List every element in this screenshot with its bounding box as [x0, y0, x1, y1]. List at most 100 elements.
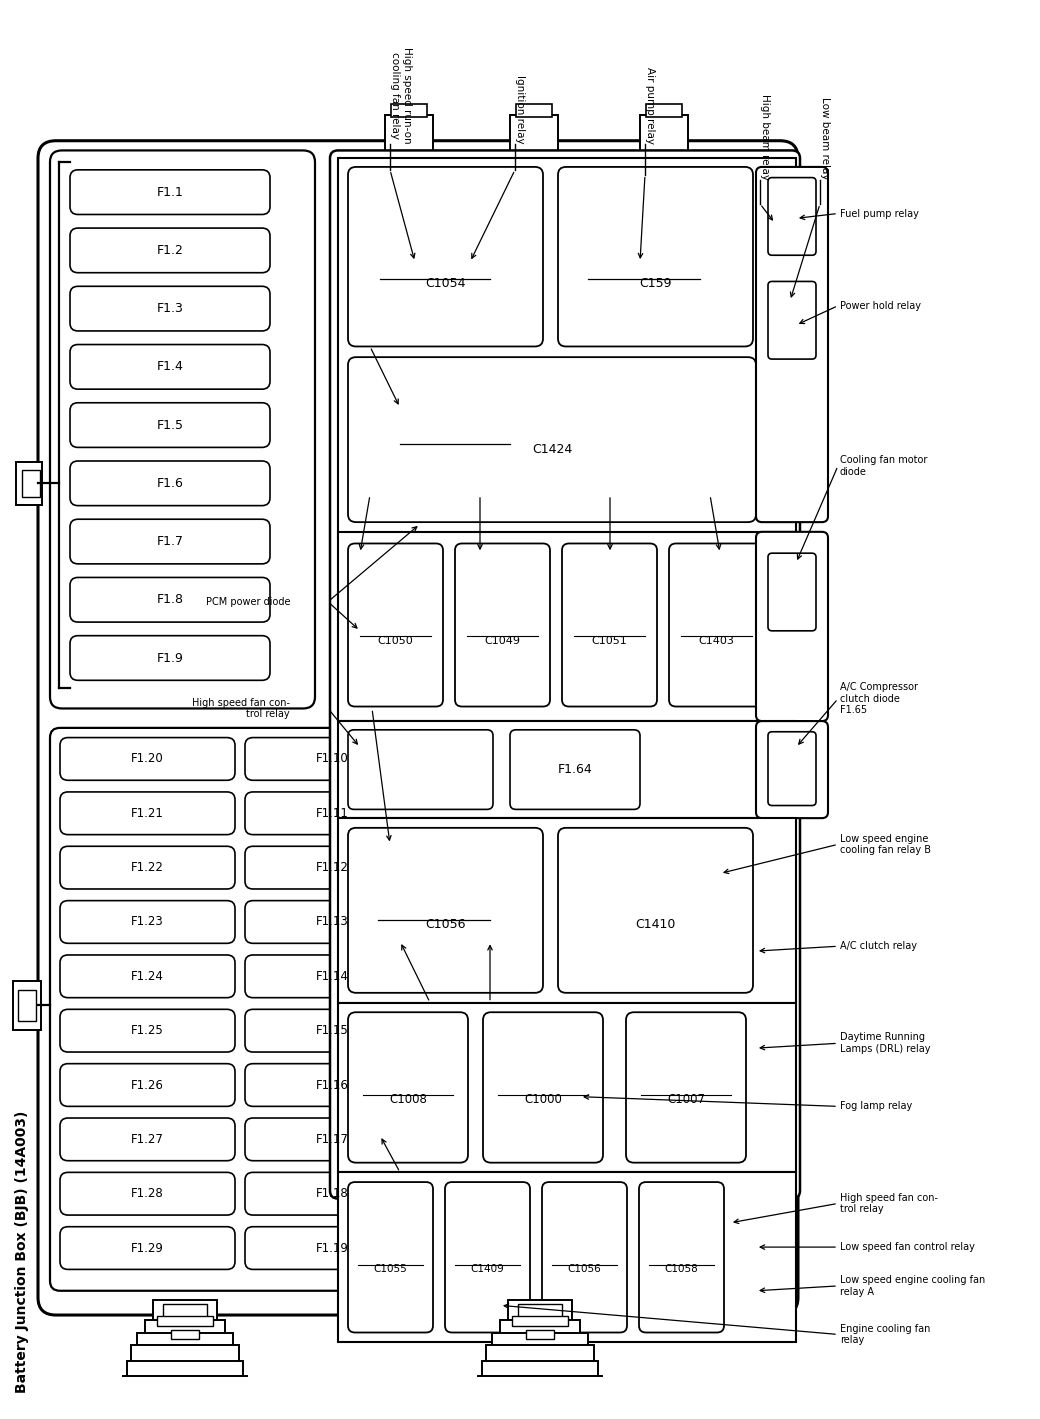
Text: Low speed engine
cooling fan relay B: Low speed engine cooling fan relay B — [840, 833, 931, 856]
FancyBboxPatch shape — [768, 177, 816, 255]
FancyBboxPatch shape — [639, 1182, 724, 1332]
Bar — [518, 1304, 562, 1318]
Text: F1.26: F1.26 — [131, 1078, 163, 1091]
Text: Low speed fan control relay: Low speed fan control relay — [840, 1242, 974, 1252]
Text: Fuel pump relay: Fuel pump relay — [840, 209, 919, 219]
FancyBboxPatch shape — [60, 1118, 235, 1161]
Text: C1051: C1051 — [591, 636, 627, 646]
FancyBboxPatch shape — [245, 1172, 420, 1215]
FancyBboxPatch shape — [756, 721, 828, 819]
FancyBboxPatch shape — [60, 1226, 235, 1270]
FancyBboxPatch shape — [60, 846, 235, 888]
Text: F1.10: F1.10 — [315, 752, 348, 765]
Bar — [512, 1315, 568, 1325]
Text: Engine cooling fan
relay: Engine cooling fan relay — [840, 1324, 931, 1345]
Text: C1409: C1409 — [470, 1264, 503, 1274]
Bar — [486, 1345, 594, 1362]
Bar — [137, 1334, 233, 1347]
Bar — [22, 470, 40, 497]
Bar — [526, 1330, 554, 1340]
Text: Daytime Running
Lamps (DRL) relay: Daytime Running Lamps (DRL) relay — [840, 1033, 931, 1054]
Text: C1000: C1000 — [524, 1093, 562, 1105]
Text: F1.28: F1.28 — [131, 1188, 163, 1200]
Text: F1.11: F1.11 — [315, 807, 348, 820]
Bar — [482, 1361, 598, 1378]
Text: F1.15: F1.15 — [315, 1025, 348, 1037]
FancyBboxPatch shape — [60, 792, 235, 834]
Text: C1054: C1054 — [424, 277, 465, 289]
Text: F1.24: F1.24 — [131, 969, 163, 983]
FancyBboxPatch shape — [348, 827, 543, 993]
FancyBboxPatch shape — [245, 1009, 420, 1051]
Text: F1.17: F1.17 — [315, 1132, 348, 1147]
FancyBboxPatch shape — [510, 729, 640, 809]
FancyBboxPatch shape — [245, 792, 420, 834]
Text: C1424: C1424 — [531, 443, 572, 455]
Text: C1056: C1056 — [567, 1264, 601, 1274]
Text: F1.16: F1.16 — [315, 1078, 348, 1091]
FancyBboxPatch shape — [562, 543, 657, 707]
Text: C1055: C1055 — [373, 1264, 407, 1274]
Text: F1.27: F1.27 — [131, 1132, 163, 1147]
Text: Cooling fan motor
diode: Cooling fan motor diode — [840, 455, 928, 477]
Text: C1007: C1007 — [667, 1093, 705, 1105]
Bar — [157, 1315, 213, 1325]
Bar — [16, 463, 42, 505]
FancyBboxPatch shape — [542, 1182, 627, 1332]
Bar — [12, 981, 41, 1030]
Bar — [385, 115, 433, 152]
Bar — [640, 115, 688, 152]
Text: F1.8: F1.8 — [156, 593, 183, 606]
Text: High speed fan con-
trol relay: High speed fan con- trol relay — [840, 1192, 938, 1215]
Text: C1049: C1049 — [484, 636, 520, 646]
Bar — [510, 115, 558, 152]
Bar — [338, 1003, 796, 1172]
Text: Ignition relay: Ignition relay — [515, 75, 525, 143]
Bar — [127, 1361, 243, 1378]
Text: A/C Compressor
clutch diode
F1.65: A/C Compressor clutch diode F1.65 — [840, 683, 918, 715]
Bar — [153, 1300, 217, 1323]
FancyBboxPatch shape — [245, 846, 420, 888]
FancyBboxPatch shape — [60, 1064, 235, 1107]
Bar — [123, 1376, 248, 1395]
Bar — [508, 1300, 572, 1323]
FancyBboxPatch shape — [756, 532, 828, 721]
Text: F1.64: F1.64 — [557, 763, 593, 776]
FancyBboxPatch shape — [348, 543, 443, 707]
Bar — [338, 1172, 796, 1342]
Text: F1.19: F1.19 — [315, 1242, 348, 1254]
Text: Fog lamp relay: Fog lamp relay — [840, 1101, 912, 1111]
Bar — [18, 990, 36, 1020]
Text: C1403: C1403 — [698, 636, 734, 646]
Text: F1.2: F1.2 — [157, 244, 183, 257]
Text: C159: C159 — [639, 277, 671, 289]
Text: F1.25: F1.25 — [131, 1025, 163, 1037]
Bar — [338, 819, 796, 1003]
Text: C1410: C1410 — [634, 918, 675, 931]
Text: F1.5: F1.5 — [156, 419, 183, 431]
Text: C1056: C1056 — [424, 918, 465, 931]
FancyBboxPatch shape — [70, 345, 270, 389]
FancyBboxPatch shape — [768, 732, 816, 806]
Text: C1058: C1058 — [665, 1264, 698, 1274]
Bar — [338, 532, 796, 721]
FancyBboxPatch shape — [60, 955, 235, 998]
Bar — [338, 158, 796, 536]
Text: F1.18: F1.18 — [315, 1188, 348, 1200]
FancyBboxPatch shape — [245, 1118, 420, 1161]
Text: F1.23: F1.23 — [131, 915, 163, 928]
FancyBboxPatch shape — [483, 1012, 603, 1162]
Bar — [338, 721, 796, 819]
FancyBboxPatch shape — [70, 287, 270, 331]
FancyBboxPatch shape — [756, 167, 828, 522]
FancyBboxPatch shape — [348, 1012, 468, 1162]
FancyBboxPatch shape — [456, 543, 550, 707]
Bar — [163, 1304, 207, 1318]
FancyBboxPatch shape — [245, 1226, 420, 1270]
FancyBboxPatch shape — [70, 170, 270, 214]
Text: Low speed engine cooling fan
relay A: Low speed engine cooling fan relay A — [840, 1276, 985, 1297]
Text: C1008: C1008 — [389, 1093, 427, 1105]
Text: F1.9: F1.9 — [157, 651, 183, 664]
FancyBboxPatch shape — [70, 519, 270, 563]
FancyBboxPatch shape — [669, 543, 764, 707]
